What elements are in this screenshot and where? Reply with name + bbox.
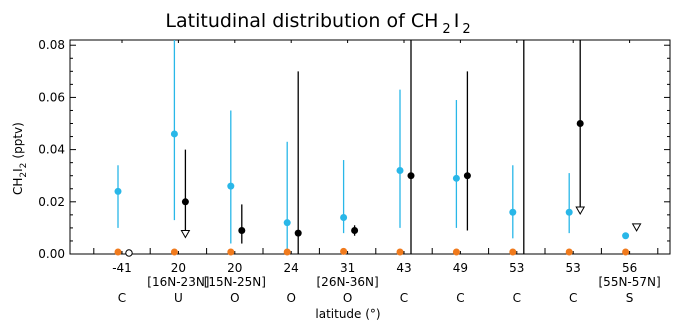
x-tick-label: 49 <box>453 261 468 275</box>
data-point <box>351 227 359 235</box>
y-tick-label: 0.00 <box>38 247 65 261</box>
data-point <box>509 208 517 216</box>
region-label: [55N-57N] <box>599 275 661 289</box>
data-point <box>170 130 178 138</box>
class-label: O <box>230 291 239 305</box>
class-label: O <box>343 291 352 305</box>
class-label: C <box>400 291 408 305</box>
data-marks <box>114 40 642 257</box>
data-point <box>396 248 404 256</box>
x-tick-label: 56 <box>622 261 637 275</box>
data-point <box>114 248 122 256</box>
data-point <box>181 198 189 206</box>
x-tick-label: 20 <box>171 261 186 275</box>
arrow-marker <box>631 223 642 232</box>
data-point <box>576 120 584 128</box>
data-point <box>340 213 348 221</box>
y-axis-label: CH2I2(pptv) <box>11 122 29 195</box>
data-point <box>170 248 178 256</box>
data-point <box>125 249 133 257</box>
x-tick-label: 43 <box>396 261 411 275</box>
plot-frame <box>69 39 671 255</box>
region-label: [15N-25N] <box>204 275 266 289</box>
class-label: U <box>174 291 183 305</box>
y-tick-label: 0.02 <box>38 195 65 209</box>
class-label: O <box>286 291 295 305</box>
y-tick-label: 0.08 <box>38 38 65 52</box>
x-tick-label: 53 <box>509 261 524 275</box>
y-tick-label: 0.04 <box>38 143 65 157</box>
data-point <box>238 227 246 235</box>
data-point <box>463 172 471 180</box>
data-point <box>283 248 291 256</box>
class-label: S <box>626 291 634 305</box>
category-labels: -41C20[16N-23N]U20[15N-25N]O24O31[26N-36… <box>112 261 660 305</box>
data-point <box>622 248 630 256</box>
data-point <box>509 248 517 256</box>
data-point <box>452 174 460 182</box>
data-point <box>227 248 235 256</box>
x-tick-label: 24 <box>284 261 299 275</box>
class-label: C <box>118 291 126 305</box>
y-ticks: 0.00 0.02 0.04 0.06 0.08 <box>38 38 670 261</box>
data-point <box>452 248 460 256</box>
data-point <box>407 172 415 180</box>
class-label: C <box>513 291 521 305</box>
data-point <box>396 166 404 174</box>
y-tick-label: 0.06 <box>38 90 65 104</box>
chart-title: Latitudinal distribution of CH 2 I 2 <box>165 10 470 37</box>
arrow-marker <box>575 206 586 216</box>
data-point <box>283 219 291 227</box>
x-ticks <box>93 40 659 254</box>
class-label: C <box>569 291 577 305</box>
data-point <box>227 182 235 190</box>
x-axis-label: latitude (°) <box>315 307 380 321</box>
x-tick-label: 53 <box>566 261 581 275</box>
data-point <box>340 247 348 255</box>
x-tick-label: 20 <box>227 261 242 275</box>
class-label: C <box>456 291 464 305</box>
x-tick-label: 31 <box>340 261 355 275</box>
region-label: [26N-36N] <box>317 275 379 289</box>
region-label: [16N-23N] <box>147 275 209 289</box>
data-point <box>294 229 302 237</box>
data-point <box>114 187 122 195</box>
data-point <box>565 248 573 256</box>
x-tick-label: -41 <box>112 261 132 275</box>
data-point <box>622 232 630 240</box>
arrow-marker <box>180 230 191 239</box>
data-point <box>565 208 573 216</box>
